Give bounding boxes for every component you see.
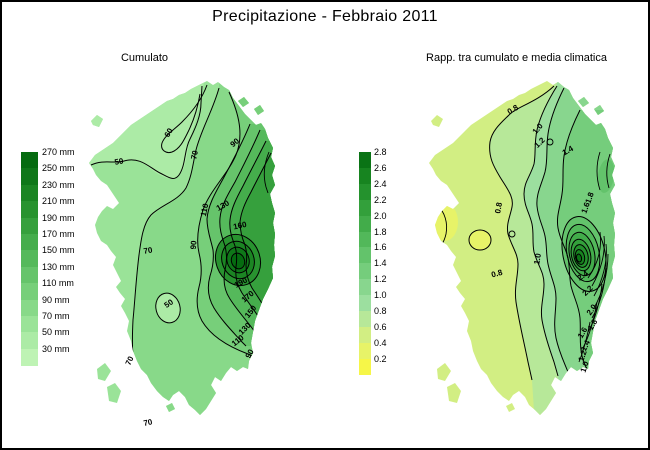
colorbar-right-ratio: 2.8 2.6 2.4 2.2 2.0 1.8 1.6 1.4 1.2 1.0 0.8 0.6 0.4 0… bbox=[359, 147, 419, 376]
contour-label: 1.0 bbox=[579, 360, 591, 374]
legend-tick-label: 190 mm bbox=[42, 212, 75, 223]
legend-band bbox=[21, 348, 38, 366]
contour-label: 1.0 bbox=[532, 252, 543, 265]
legend-band bbox=[359, 311, 371, 328]
legend-band bbox=[21, 266, 38, 284]
legend-band bbox=[21, 299, 38, 317]
subtitle-right-ratio: Rapp. tra cumulato e media climatica bbox=[426, 52, 607, 64]
legend-tick-label: 0.2 bbox=[374, 353, 387, 364]
legend-band bbox=[21, 217, 38, 235]
legend-tick-label: 2.8 bbox=[374, 147, 387, 157]
figure-title: Precipitazione - Febbraio 2011 bbox=[212, 8, 438, 25]
legend-band bbox=[21, 152, 38, 169]
legend-band bbox=[359, 231, 371, 248]
legend-band bbox=[359, 199, 371, 217]
contour-label: 110 bbox=[199, 202, 211, 217]
subtitle-left-cumulato: Cumulato bbox=[120, 52, 169, 64]
legend-band bbox=[359, 215, 371, 232]
legend-tick-label: 1.4 bbox=[374, 258, 387, 269]
legend-band bbox=[359, 247, 371, 264]
contour-label: 0.8 bbox=[493, 201, 504, 214]
contour-label: 70 bbox=[124, 354, 136, 366]
legend-tick-label: 130 mm bbox=[42, 261, 75, 272]
legend-tick-label: 270 mm bbox=[42, 147, 75, 157]
contour-label: 70 bbox=[143, 245, 154, 256]
contour-label: 1.2 bbox=[577, 349, 589, 363]
legend-tick-label: 50 mm bbox=[42, 327, 70, 338]
legend-tick-label: 2.0 bbox=[374, 210, 387, 221]
legend-band bbox=[21, 184, 38, 202]
legend-tick-label: 170 mm bbox=[42, 229, 75, 239]
legend-band bbox=[359, 342, 371, 360]
legend-tick-label: 110 mm bbox=[42, 278, 74, 289]
legend-tick-label: 1.2 bbox=[374, 274, 387, 285]
legend-tick-label: 210 mm bbox=[42, 196, 75, 207]
colorbar-left-mm: 270 mm 250 mm 230 mm 210 mm 190 mm 170 mm 150 … bbox=[21, 147, 96, 366]
legend-band bbox=[359, 183, 371, 201]
legend-tick-label: 2.4 bbox=[374, 178, 387, 189]
contour-label: 1.4 bbox=[579, 338, 592, 352]
legend-band bbox=[21, 250, 38, 268]
legend-tick-label: 0.8 bbox=[374, 306, 387, 316]
legend-tick-label: 2.2 bbox=[374, 194, 387, 205]
map-left-cumulato: 5060709013011016090705019017015013011090… bbox=[89, 81, 275, 428]
contour-label: 90 bbox=[189, 240, 199, 250]
legend-tick-label: 250 mm bbox=[42, 163, 75, 174]
contour-label: 0.8 bbox=[490, 268, 504, 280]
legend-band bbox=[21, 201, 38, 219]
contour-lines-right bbox=[433, 85, 611, 385]
legend-band bbox=[359, 358, 371, 376]
contour-label: 1.6 bbox=[580, 201, 592, 215]
legend-band bbox=[359, 279, 371, 296]
contour-label: 160 bbox=[232, 220, 247, 232]
legend-tick-label: 230 mm bbox=[42, 179, 75, 190]
legend-tick-label: 1.8 bbox=[374, 226, 387, 237]
legend-band bbox=[359, 295, 371, 312]
contour-label: 50 bbox=[114, 156, 125, 167]
contour-labels-right: 0.81.01.21.41.81.60.81.00.8 2.42.22.01.81… bbox=[490, 103, 599, 374]
legend-tick-label: 30 mm bbox=[42, 343, 70, 354]
legend-band bbox=[359, 167, 371, 185]
legend-band bbox=[21, 168, 38, 186]
legend-tick-label: 0.4 bbox=[374, 337, 387, 348]
legend-band bbox=[21, 332, 38, 350]
legend-band bbox=[359, 326, 371, 344]
contour-label: 70 bbox=[143, 417, 154, 428]
contour-label: 1.8 bbox=[584, 191, 596, 205]
contour-label: 70 bbox=[189, 149, 200, 160]
legend-tick-label: 150 mm bbox=[42, 245, 75, 256]
map-right-ratio: 0.81.01.21.41.81.60.81.00.8 2.42.22.01.81… bbox=[429, 81, 615, 415]
legend-band bbox=[359, 263, 371, 280]
legend-tick-label: 1.0 bbox=[374, 290, 387, 301]
legend-band bbox=[21, 234, 38, 251]
legend-band bbox=[21, 283, 38, 301]
legend-band bbox=[359, 152, 371, 169]
legend-tick-label: 0.6 bbox=[374, 321, 387, 332]
legend-tick-label: 90 mm bbox=[42, 294, 70, 305]
legend-tick-label: 70 mm bbox=[42, 311, 70, 321]
map-left-bands bbox=[89, 81, 275, 415]
legend-tick-label: 1.6 bbox=[374, 242, 387, 253]
legend-tick-label: 2.6 bbox=[374, 162, 387, 173]
legend-band bbox=[21, 316, 38, 333]
